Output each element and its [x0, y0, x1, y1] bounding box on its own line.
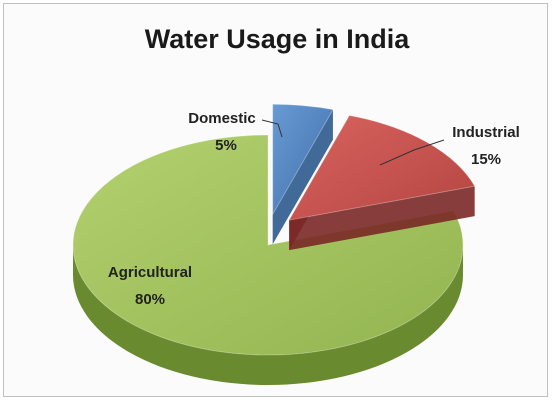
slice-top-domestic: [272, 103, 334, 217]
label-agricultural-value: 80%: [135, 291, 165, 308]
label-agricultural-name: Agricultural: [108, 264, 192, 281]
slice-cut-industrial-1: [289, 186, 475, 251]
label-domestic-value: 5%: [215, 137, 237, 154]
slice-top-agricultural: [72, 134, 464, 356]
slice-cut-domestic-1: [272, 109, 333, 245]
slice-wall-agricultural: [73, 245, 463, 385]
slice-domestic: [272, 103, 334, 245]
label-industrial-value: 15%: [471, 151, 501, 168]
slice-industrial: [288, 114, 476, 251]
label-industrial-name: Industrial: [452, 124, 520, 141]
label-domestic-name: Domestic: [188, 110, 256, 127]
slice-top-industrial: [288, 114, 476, 221]
leader-domestic: [261, 119, 283, 138]
leader-industrial: [379, 139, 445, 166]
chart-title: Water Usage in India: [144, 24, 410, 54]
